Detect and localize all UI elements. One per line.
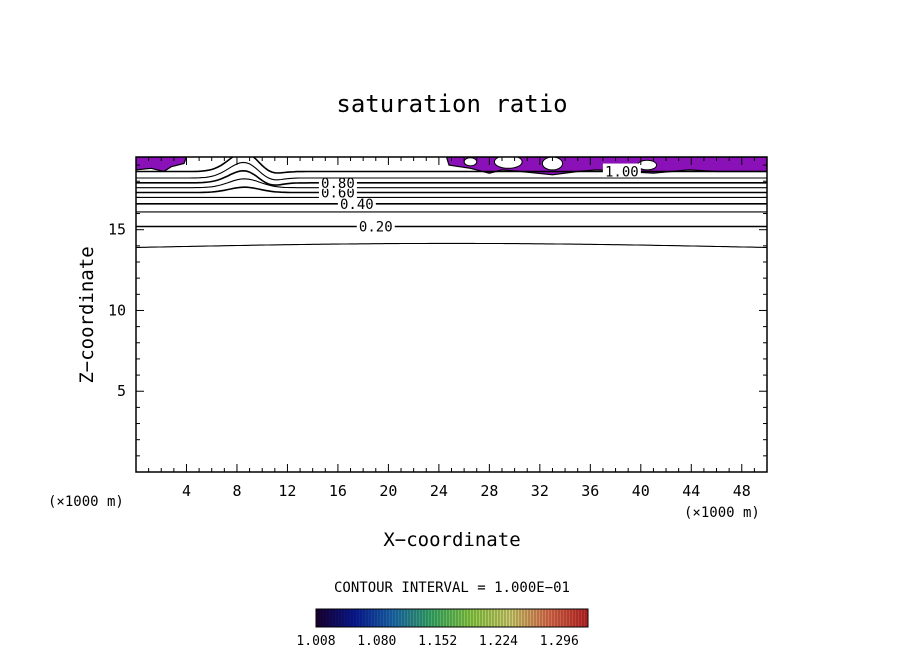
contour-line	[136, 178, 767, 189]
x-tick-label: 28	[480, 482, 498, 500]
colorbar-tick-label: 1.008	[296, 634, 335, 649]
colorbar-tick-label: 1.296	[540, 634, 579, 649]
contour-label: 1.00	[605, 165, 639, 181]
contour-field: 0.20 0.400.600.80 1.00	[136, 157, 767, 249]
y-tick-label: 10	[108, 301, 126, 319]
x-tick-label: 32	[531, 482, 549, 500]
contour-line	[136, 186, 767, 194]
contour-line	[136, 242, 767, 249]
colorbar-tick-label: 1.080	[357, 634, 396, 649]
contour-label-bg	[602, 163, 641, 178]
x-tick-label: 4	[182, 482, 191, 500]
contour-interval-text: CONTOUR INTERVAL = 1.000E−01	[334, 580, 570, 596]
subsaturated-hole	[493, 157, 523, 169]
contour-line	[136, 157, 767, 174]
subsaturated-hole	[541, 157, 564, 171]
contour-line	[136, 161, 767, 181]
contour-label: 0.60	[321, 186, 355, 202]
contour-line	[136, 169, 767, 186]
x-tick-label: 24	[430, 482, 448, 500]
y-axis-label: Z−coordinate	[76, 246, 98, 383]
contour-label-bg	[356, 218, 395, 233]
x-unit-left: (×1000 m)	[48, 494, 124, 510]
contour-label-bg	[337, 195, 376, 210]
contour-label: 0.80	[321, 176, 355, 192]
x-axis-label: X−coordinate	[383, 529, 520, 551]
x-tick-label: 8	[232, 482, 241, 500]
contour-label: 0.20	[359, 219, 393, 235]
colorbar-tick-label: 1.152	[418, 634, 457, 649]
x-tick-label: 12	[278, 482, 296, 500]
x-tick-label: 20	[379, 482, 397, 500]
contour-label: 0.40	[340, 197, 374, 213]
x-tick-label: 16	[329, 482, 347, 500]
colorbar-tick-label: 1.224	[479, 634, 518, 649]
x-unit-right: (×1000 m)	[684, 505, 760, 521]
y-tick-label: 5	[117, 382, 126, 400]
y-tick-label: 15	[108, 221, 126, 239]
x-tick-label: 36	[581, 482, 599, 500]
x-tick-label: 48	[733, 482, 751, 500]
x-tick-label: 40	[632, 482, 650, 500]
plot-area: 0.200.400.600.801.004 8 12 16 20 24 28 32 36 40 44…	[108, 156, 768, 500]
subsaturated-hole	[463, 157, 478, 167]
x-tick-label: 44	[682, 482, 700, 500]
colorbar: 1.008 1.080 1.152 1.224 1.296	[296, 608, 589, 649]
chart-title: saturation ratio	[336, 90, 567, 118]
colorbar-gradient	[315, 608, 589, 628]
